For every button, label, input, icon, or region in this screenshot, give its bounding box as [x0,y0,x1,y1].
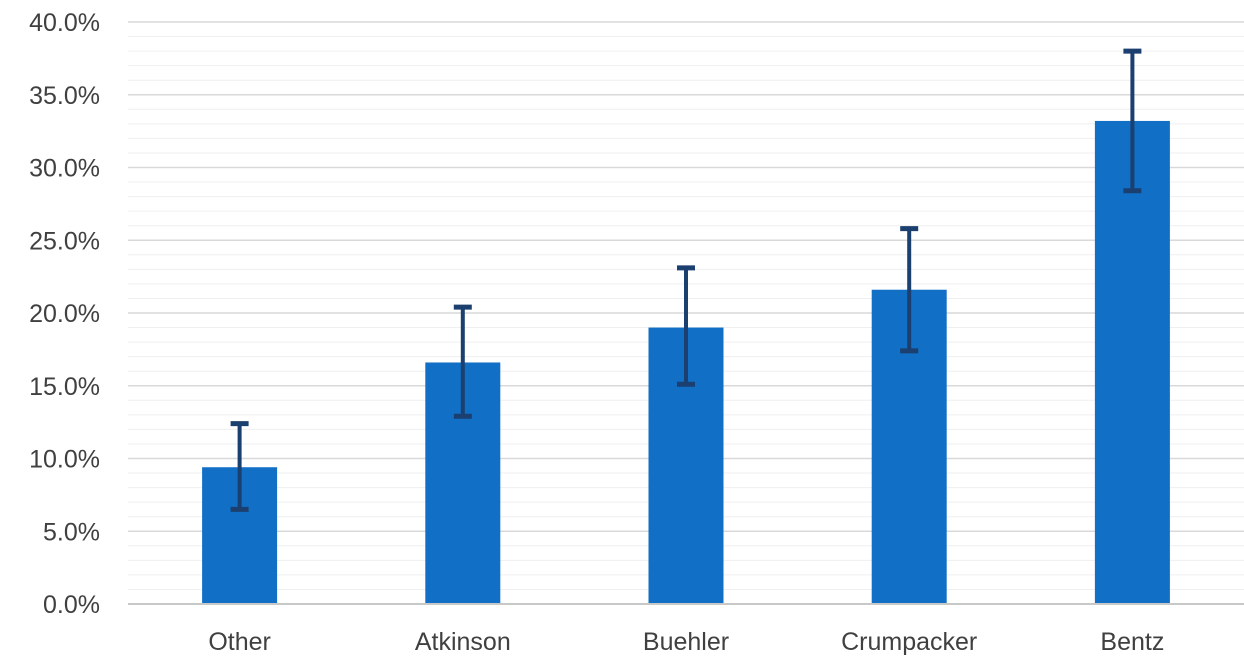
x-tick-label: Other [208,628,271,656]
y-tick-label: 20.0% [29,300,100,328]
y-tick-label: 10.0% [29,446,100,474]
x-tick-label: Bentz [1100,628,1164,656]
error-bar-buehler [677,265,695,387]
y-tick-label: 30.0% [29,155,100,183]
y-tick-label: 15.0% [29,373,100,401]
y-tick-label: 25.0% [29,227,100,255]
error-bar-crumpacker [900,226,919,354]
bars [202,120,1170,604]
y-tick-label: 40.0% [29,9,100,37]
error-bars [230,48,1142,512]
y-axis-tick-labels: 0.0% 5.0% 10.0% 15.0% 20.0% 25.0% 30.0% 35.0% 40… [29,9,100,619]
error-bar-bentz [1123,48,1142,194]
x-tick-label: Buehler [643,628,729,656]
error-bar-other [230,421,249,512]
bar-bentz [1094,120,1170,604]
x-tick-label: Crumpacker [841,628,977,656]
y-tick-label: 5.0% [43,518,100,546]
y-tick-label: 0.0% [43,591,100,619]
x-tick-label: Atkinson [415,628,511,656]
y-tick-label: 35.0% [29,82,100,110]
x-axis-tick-labels: Other Atkinson Buehler Crumpacker Bentz [208,628,1164,656]
error-bar-atkinson [453,304,472,419]
